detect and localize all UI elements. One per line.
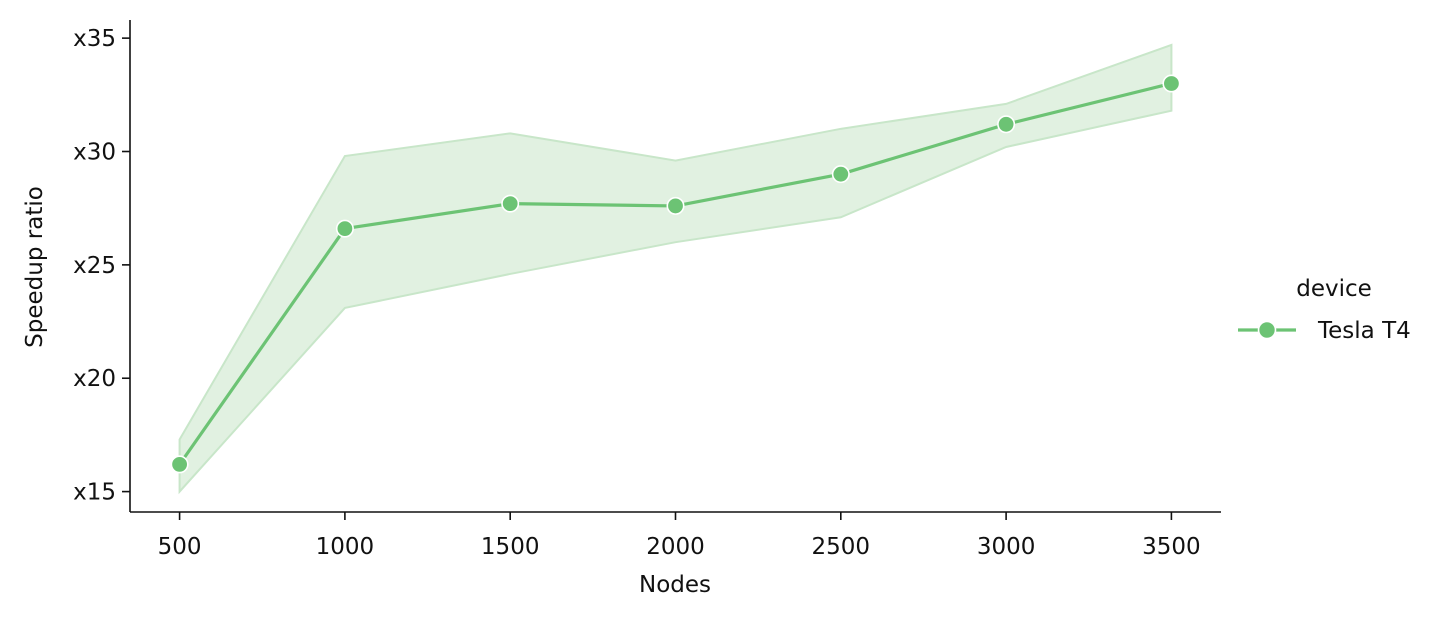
data-point-layer (170, 74, 1181, 474)
data-point (335, 219, 354, 238)
legend-label-series: Tesla T4 (1317, 318, 1411, 344)
confidence-band (178, 43, 1173, 495)
data-point (831, 165, 850, 184)
legend: device Tesla T4 (1238, 276, 1411, 344)
data-point (501, 194, 520, 213)
data-point (170, 455, 189, 474)
y-tick-label: x15 (73, 480, 116, 506)
x-tick-label: 500 (158, 534, 202, 560)
y-tick-label: x35 (73, 26, 116, 52)
data-point (666, 196, 685, 215)
y-tick-label: x20 (73, 366, 116, 392)
data-point (997, 115, 1016, 134)
x-tick-label: 2500 (812, 534, 871, 560)
axes: 500 1000 1500 2000 2500 3000 3500 x15 x20 x25 x30 x… (73, 20, 1221, 560)
data-point (1162, 74, 1181, 93)
confidence-band-layer (178, 43, 1173, 495)
x-tick-label: 2000 (646, 534, 705, 560)
y-axis-title: Speedup ratio (22, 186, 48, 348)
x-tick-label: 3000 (977, 534, 1036, 560)
y-tick-label: x25 (73, 253, 116, 279)
x-axis-title: Nodes (639, 572, 711, 598)
x-tick-label: 3500 (1142, 534, 1201, 560)
x-tick-label: 1500 (481, 534, 540, 560)
legend-title: device (1296, 276, 1372, 302)
legend-swatch-marker (1257, 320, 1277, 340)
y-tick-label: x30 (73, 140, 116, 166)
x-tick-label: 1000 (316, 534, 375, 560)
